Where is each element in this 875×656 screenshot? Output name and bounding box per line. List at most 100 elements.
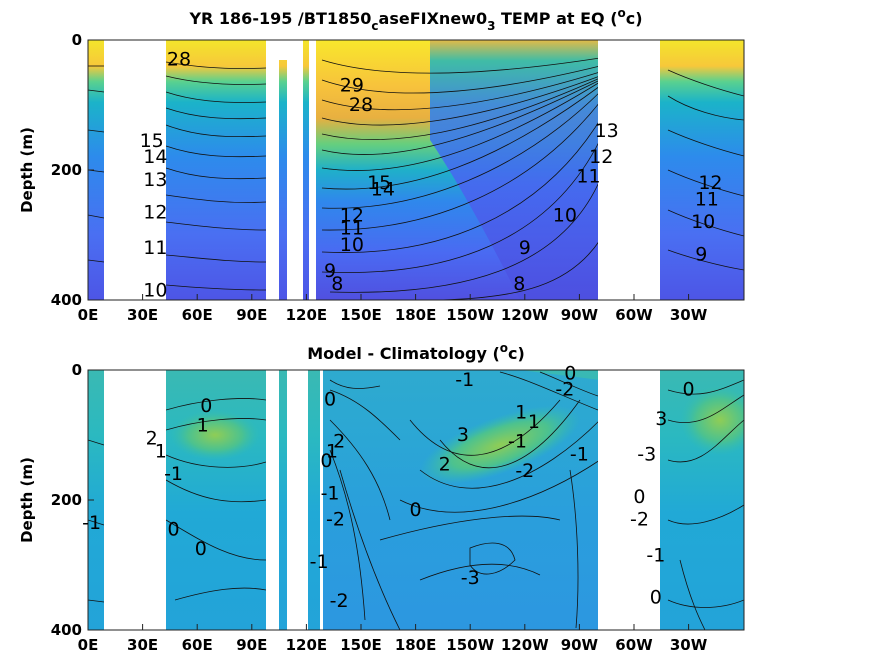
bottom-x-tick-label: 90W [561,636,599,654]
top-contour-label: 12 [698,172,722,194]
bottom-x-tick-label: 150W [446,636,494,654]
bottom-contour-label: -1 [321,483,340,505]
top-land-africa [104,40,166,300]
top-x-tick-label: 150E [340,306,382,324]
bottom-contour-label: 2 [333,431,345,453]
bottom-x-tick-label: 150E [340,636,382,654]
bottom-y-tick-label: 400 [51,621,82,639]
top-x-tick-label: 60E [182,306,213,324]
bottom-x-tick-label: 90E [236,636,267,654]
top-contour-label: 13 [595,120,619,142]
bottom-contour-label: 0 [410,499,422,521]
top-y-axis-label: Depth (m) [18,127,36,213]
bottom-x-tick-label: 30E [127,636,158,654]
top-contour-label: 28 [167,49,191,71]
top-x-tick-label: 60W [615,306,653,324]
bottom-contours [88,371,744,630]
bottom-warm-atlantic [680,385,744,455]
top-contour-label: 11 [143,237,167,259]
top-land-sumatra [266,40,279,300]
top-land-island [278,40,288,60]
bottom-contour-label: 1 [528,411,540,433]
top-title: YR 186-195 /BT1850caseFIXnew03 TEMP at E… [188,6,642,33]
bottom-title: Model - Climatology (oc) [307,341,525,363]
top-land-borneo [287,40,303,300]
bottom-contour-label: -2 [330,590,349,612]
bottom-land-borneo [287,370,308,630]
top-contour-label: 10 [143,279,167,301]
top-x-tick-label: 180E [395,306,437,324]
bottom-contour-label: -1 [164,463,183,485]
top-y-ticks: 0 200 400 [51,31,94,309]
bottom-contour-label: 0 [167,518,179,540]
top-contour-label: 9 [324,260,336,282]
bottom-x-tick-label: 120W [501,636,549,654]
bottom-contour-label: -1 [455,369,474,391]
bottom-contour-label: 0 [320,450,332,472]
bottom-x-tick-label: 30W [670,636,708,654]
top-contours [88,57,744,300]
top-x-ticks: 0E 30E 60E 90E 120E 150E 180E 150W 120W 90W 60W 30W [78,294,708,324]
bottom-contour-label: 0 [200,395,212,417]
top-contour-label: 10 [553,205,577,227]
top-land-americas [598,40,660,300]
top-x-tick-label: 90E [236,306,267,324]
bottom-contour-label: -3 [461,567,480,589]
top-y-tick-label: 0 [72,31,82,49]
bottom-contour-label: -1 [570,444,589,466]
bottom-contour-label: -1 [82,512,101,534]
top-field-pacific-east [430,40,600,300]
bottom-contour-label: 1 [155,440,167,462]
top-contour-label: 8 [331,273,343,295]
bottom-warm-indian [170,410,260,460]
bottom-contour-label: 1 [326,440,338,462]
bottom-y-tick-label: 0 [72,361,82,379]
top-x-tick-label: 150W [446,306,494,324]
top-x-tick-label: 30E [127,306,158,324]
top-contour-label: 9 [519,237,531,259]
top-x-tick-label: 120E [286,306,328,324]
top-panel: 2829281312111098151413121110151412111098… [87,39,745,302]
bottom-land-africa [104,370,166,630]
top-contour-label: 12 [589,146,613,168]
top-contour-label: 11 [695,188,719,210]
bottom-contour-label: -1 [646,544,665,566]
bottom-land-masks [104,370,660,630]
bottom-contour-label: -2 [630,509,649,531]
top-x-tick-label: 30W [670,306,708,324]
top-contour-label: 11 [340,218,364,240]
top-contour-labels: 2829281312111098151413121110151412111098… [140,49,723,302]
bottom-contour-label: -2 [515,460,534,482]
bottom-warm-pacific [419,405,581,485]
top-contour-label: 12 [143,201,167,223]
bottom-contour-label: -2 [326,509,345,531]
top-land-masks [104,40,660,300]
bottom-land-americas [598,370,660,630]
top-contour-label: 12 [340,205,364,227]
bottom-x-tick-label: 0E [78,636,99,654]
top-contour-label: 10 [340,234,364,256]
bottom-contour-label: 0 [564,362,576,384]
top-contour-label: 9 [695,244,707,266]
bottom-x-tick-label: 60E [182,636,213,654]
bottom-contour-label: -3 [637,444,656,466]
top-x-tick-label: 0E [78,306,99,324]
bottom-contour-label: 0 [195,538,207,560]
bottom-contour-label: 2 [439,453,451,475]
top-y-tick-label: 400 [51,291,82,309]
bottom-x-tick-label: 120E [286,636,328,654]
bottom-contour-label: 0 [650,587,662,609]
bottom-contour-label: -1 [508,431,527,453]
bottom-contour-label: -1 [310,551,329,573]
bottom-y-tick-label: 200 [51,491,82,509]
bottom-contour-label: 2 [146,427,158,449]
bottom-contour-label: 1 [197,414,209,436]
top-contour-label: 8 [513,273,525,295]
top-y-tick-label: 200 [51,161,82,179]
bottom-land-sumatra [266,370,279,630]
bottom-contour-label: 1 [515,401,527,423]
bottom-contour-label: 0 [633,486,645,508]
bottom-x-tick-label: 180E [395,636,437,654]
